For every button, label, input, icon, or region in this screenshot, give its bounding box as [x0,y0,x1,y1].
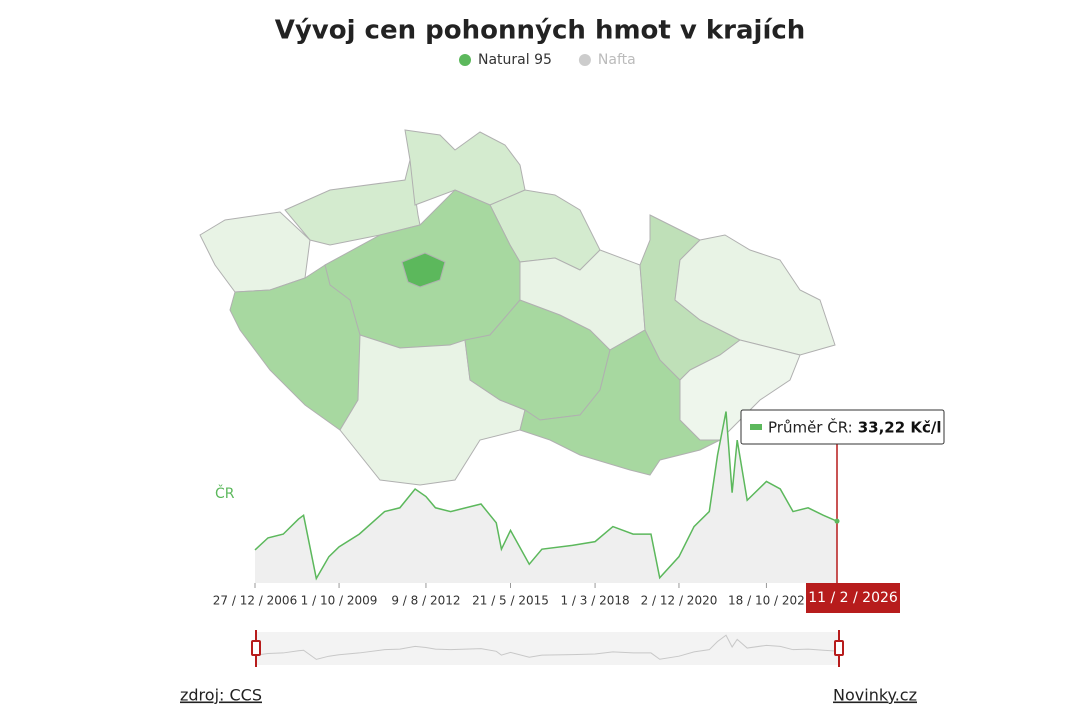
source[interactable]: zdroj: CCS [180,686,262,705]
map [199,129,836,486]
x-tick-label: 18 / 10 / 202 [728,594,805,608]
tooltip-value: 33,22 Kč/l [858,419,942,437]
region [679,339,801,441]
chart-title: Vývoj cen pohonných hmot v krajích [275,16,806,46]
current-date: 11 / 2 / 2026 [808,590,898,606]
tooltip-swatch [750,424,762,430]
legend-label: Natural 95 [478,52,552,68]
legend-label: Nafta [598,52,636,68]
tooltip-box [740,409,945,445]
region [199,211,311,293]
source-link[interactable]: zdroj: CCS [180,686,262,705]
x-tick-label: 2 / 12 / 2020 [641,594,718,608]
x-tick-label: 21 / 5 / 2015 [472,594,549,608]
navigator-handle [251,640,261,656]
region [674,234,836,356]
line [254,411,838,581]
navigator-line [254,634,838,660]
current-point [834,518,840,524]
x-tick-label: 1 / 10 / 2009 [301,594,378,608]
x-tick-label: 27 / 12 / 2006 [213,594,297,608]
region [401,252,446,288]
region [284,159,421,246]
publisher-link[interactable]: Novinky.cz [833,686,917,705]
region [404,129,526,206]
publisher[interactable]: Novinky.cz [833,686,917,705]
tooltip-label: Průměr ČR: [768,418,853,437]
navigator-background [256,632,839,665]
legend-marker [459,54,471,66]
x-tick-label: 9 / 8 / 2012 [391,594,460,608]
navigator-handle [834,640,844,656]
legend-marker [578,54,591,66]
current-date-box [806,583,900,613]
area [255,411,837,583]
series-label: ČR [215,484,235,502]
x-tick-label: 1 / 3 / 2018 [560,594,629,608]
